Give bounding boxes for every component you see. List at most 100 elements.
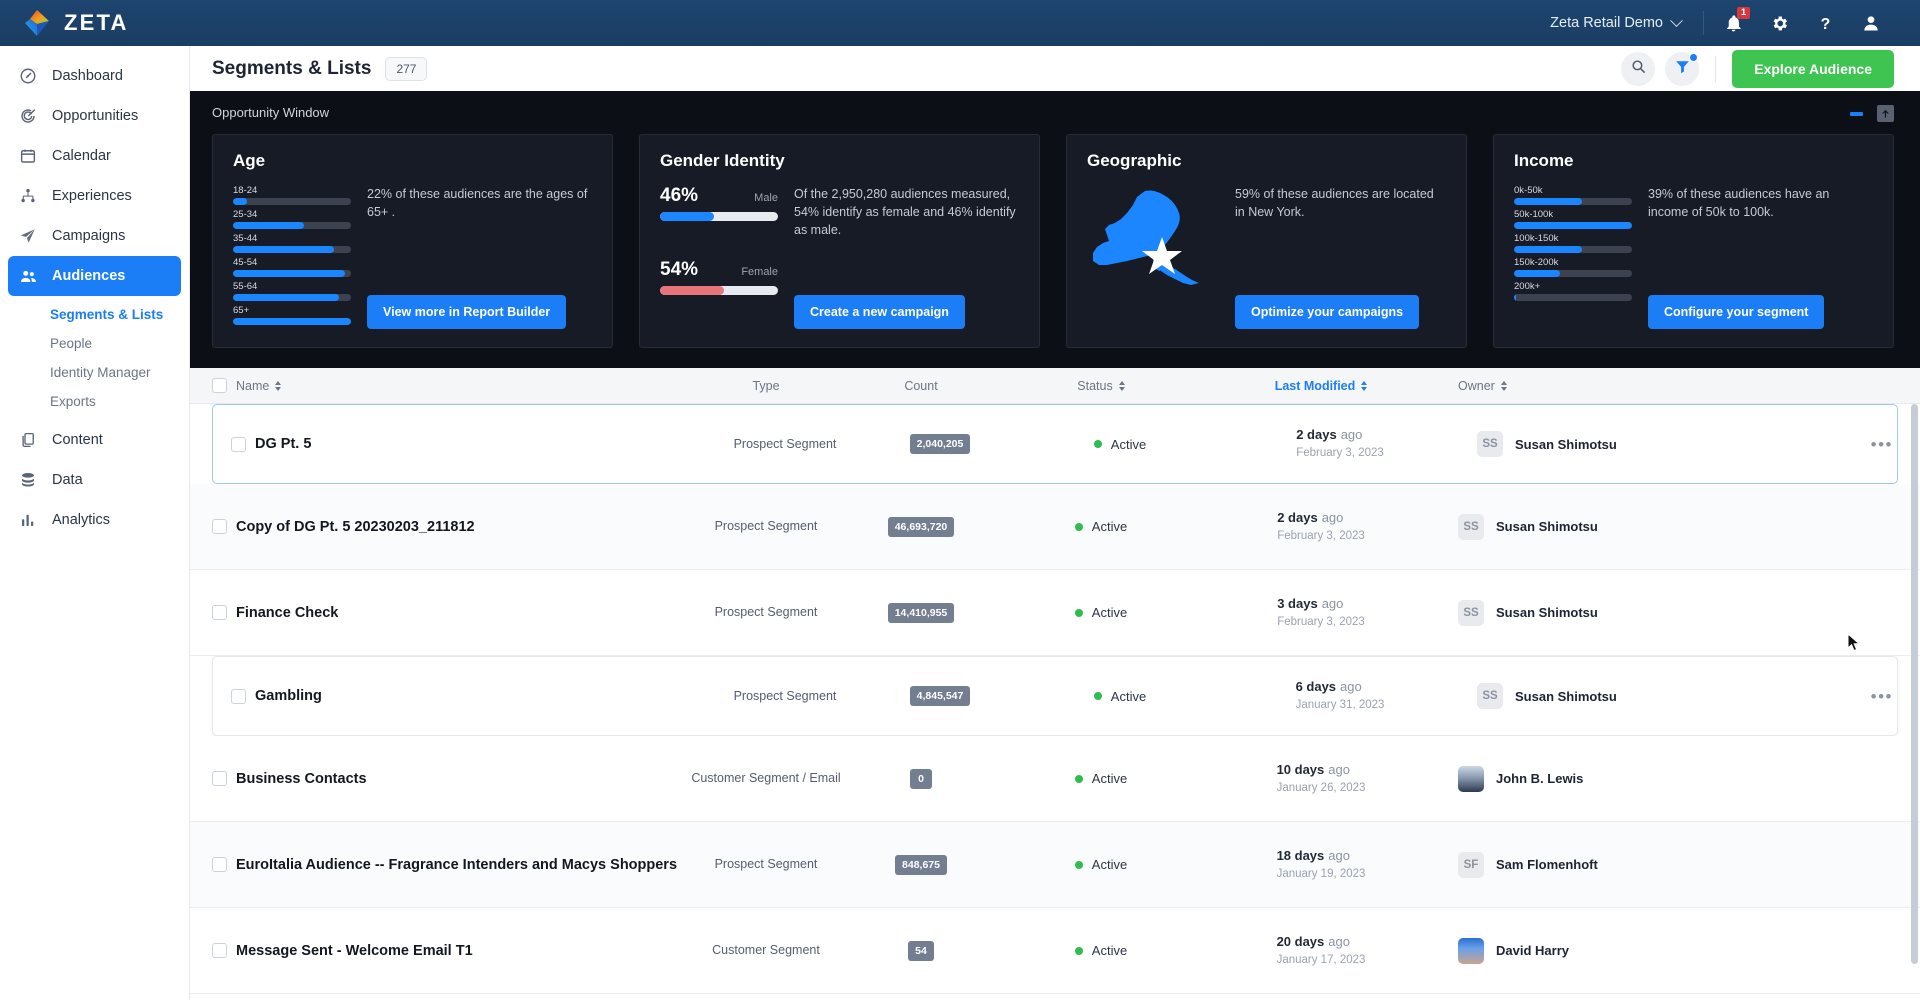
status-label: Active (1091, 771, 1128, 786)
svg-text:?: ? (1820, 16, 1830, 33)
column-header-name[interactable]: Name (236, 379, 686, 393)
bar-label: 35-44 (233, 233, 258, 244)
table-scrollbar[interactable] (1911, 404, 1918, 1000)
bar-track (233, 198, 351, 205)
brand[interactable]: ZETA (22, 8, 129, 38)
card-description: 39% of these audiences have an income of… (1648, 187, 1830, 220)
table-body: DG Pt. 5 Prospect Segment 2,040,205 Acti… (190, 404, 1920, 1000)
main-content: Segments & Lists 277 (190, 46, 1920, 1000)
create-new-campaign-button[interactable]: Create a new campaign (794, 295, 965, 329)
row-select-cell (212, 605, 236, 620)
column-header-owner[interactable]: Owner (1436, 379, 1834, 393)
count-badge: 0 (910, 768, 932, 789)
cell-owner: John B. Lewis (1436, 765, 1834, 792)
table-row[interactable]: Gambling Prospect Segment 4,845,547 Acti… (212, 632, 1898, 736)
sidebar-item-audiences[interactable]: Audiences (8, 256, 181, 296)
column-header-count: Count (846, 379, 996, 393)
settings-button[interactable] (1756, 0, 1802, 46)
sidebar-item-data[interactable]: Data (8, 460, 181, 500)
row-checkbox[interactable] (212, 519, 227, 534)
status-dot-icon (1074, 774, 1083, 783)
user-profile-button[interactable] (1848, 0, 1894, 46)
explore-audience-button[interactable]: Explore Audience (1732, 49, 1894, 88)
gender-bars: 46% Male 54% Female (660, 185, 778, 329)
status-badge: Active (1074, 857, 1128, 872)
sidebar-item-dashboard[interactable]: Dashboard (8, 56, 181, 96)
sidebar-item-calendar[interactable]: Calendar (8, 136, 181, 176)
table-row[interactable]: Finance Check Prospect Segment 14,410,95… (190, 570, 1920, 656)
relative-value: 2 days (1277, 509, 1318, 525)
relative-time: 18 days ago (1277, 847, 1366, 865)
search-button[interactable] (1621, 51, 1656, 86)
relative-value: 6 days (1295, 679, 1337, 695)
bar-fill (233, 270, 346, 277)
row-checkbox[interactable] (231, 436, 246, 452)
sort-icon (1361, 380, 1368, 391)
optimize-campaigns-button[interactable]: Optimize your campaigns (1235, 295, 1420, 329)
absolute-date: January 26, 2023 (1276, 781, 1366, 794)
absolute-date: January 31, 2023 (1295, 699, 1385, 712)
configure-segment-button[interactable]: Configure your segment (1648, 295, 1825, 329)
row-checkbox[interactable] (212, 605, 227, 620)
view-more-report-builder-button[interactable]: View more in Report Builder (367, 295, 567, 329)
sidebar-item-experiences[interactable]: Experiences (8, 176, 181, 216)
copy-icon (18, 430, 38, 450)
cell-status: Active (1015, 437, 1225, 452)
account-switcher[interactable]: Zeta Retail Demo (1550, 13, 1703, 31)
last-modified: 3 days ago February 3, 2023 (1277, 595, 1365, 630)
opportunity-window-tools (1850, 105, 1894, 122)
row-checkbox[interactable] (231, 688, 246, 704)
row-checkbox[interactable] (212, 943, 227, 958)
row-checkbox[interactable] (212, 771, 227, 786)
scrollbar-thumb[interactable] (1911, 404, 1918, 964)
sidebar-subitem-identity-manager[interactable]: Identity Manager (50, 365, 151, 380)
sidebar-item-content[interactable]: Content (8, 420, 181, 460)
table-row[interactable]: Message Sent - Welcome Email T1 Customer… (190, 908, 1920, 994)
sidebar-subitem-segments-lists[interactable]: Segments & Lists (50, 307, 164, 322)
body: Dashboard Opportunities Calendar Experie… (0, 46, 1920, 1000)
owner-name: Susan Shimotsu (1496, 519, 1598, 534)
avatar: SF (1458, 851, 1484, 878)
relative-time: 6 days ago (1296, 678, 1385, 696)
ago-suffix: ago (1328, 933, 1350, 949)
relative-time: 2 days ago (1296, 426, 1384, 444)
expand-icon[interactable] (1877, 105, 1894, 122)
account-name: Zeta Retail Demo (1550, 15, 1663, 31)
filter-button[interactable] (1665, 51, 1700, 86)
status-label: Active (1091, 857, 1128, 872)
card-description: 59% of these audiences are located in Ne… (1235, 187, 1434, 220)
cell-actions: ••• (1833, 688, 1893, 705)
female-percent: 54% (660, 259, 699, 280)
help-button[interactable]: ? (1802, 0, 1848, 46)
search-icon (1630, 58, 1647, 80)
sidebar-item-campaigns[interactable]: Campaigns (8, 216, 181, 256)
card-description: Of the 2,950,280 audiences measured, 54%… (794, 187, 1016, 238)
status-label: Active (1110, 436, 1147, 452)
select-all-checkbox[interactable] (212, 378, 227, 393)
notifications-button[interactable]: 1 (1710, 0, 1756, 46)
male-percent: 46% (660, 185, 699, 206)
table-row[interactable]: DG Pt. 5 Prospect Segment 2,040,205 Acti… (212, 404, 1898, 484)
filter-icon (1674, 58, 1691, 80)
relative-value: 3 days (1277, 595, 1318, 611)
row-checkbox[interactable] (212, 857, 227, 872)
segment-type: Prospect Segment (714, 519, 818, 534)
ago-suffix: ago (1321, 595, 1344, 611)
column-header-last-modified[interactable]: Last Modified (1206, 379, 1436, 393)
sidebar-item-opportunities[interactable]: Opportunities (8, 96, 181, 136)
table-row[interactable]: EuroItalia Audience -- Fragrance Intende… (190, 822, 1920, 908)
zeta-logo-icon (22, 8, 52, 38)
sidebar-item-analytics[interactable]: Analytics (8, 500, 181, 540)
table-row[interactable]: Business Contacts Customer Segment / Ema… (190, 736, 1920, 822)
sidebar-subitem-people[interactable]: People (50, 336, 93, 351)
bar-chart-icon (18, 510, 38, 530)
row-menu-button[interactable]: ••• (1870, 686, 1893, 706)
row-menu-button[interactable]: ••• (1870, 434, 1893, 454)
relative-time: 10 days ago (1277, 761, 1366, 779)
sidebar-subitem-exports[interactable]: Exports (50, 394, 96, 409)
column-header-status[interactable]: Status (996, 379, 1206, 393)
table-row[interactable]: Copy of DG Pt. 5 20230203_211812 Prospec… (190, 484, 1920, 570)
minimize-icon[interactable] (1850, 111, 1863, 116)
segment-type: Prospect Segment (733, 436, 837, 451)
bar-fill (233, 198, 248, 205)
